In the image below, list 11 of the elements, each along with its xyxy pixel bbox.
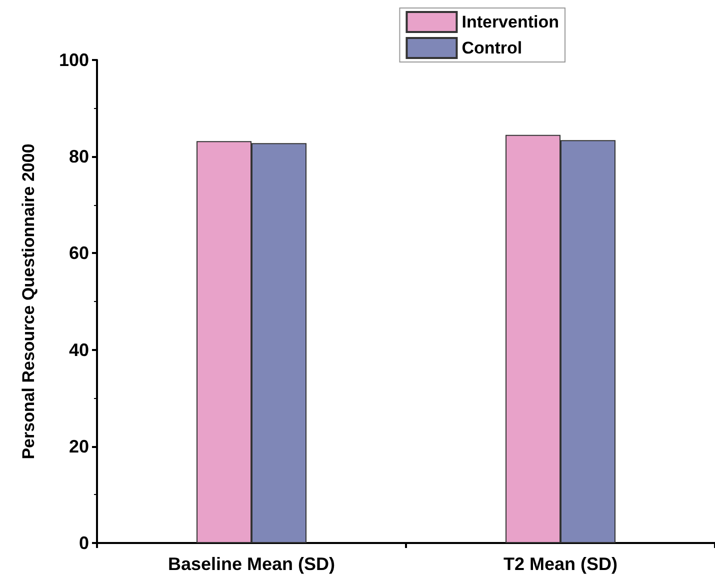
y-tick-label: 40 — [68, 340, 89, 360]
y-tick-label: 60 — [68, 243, 89, 264]
x-tick-label: Baseline Mean (SD) — [168, 554, 336, 574]
x-tick-label: T2 Mean (SD) — [503, 554, 618, 574]
y-axis-title: Personal Resource Questionnaire 2000 — [19, 144, 38, 460]
y-tick-label: 80 — [68, 146, 89, 167]
y-tick-label: 0 — [78, 533, 89, 553]
legend-label: Control — [462, 38, 522, 58]
y-tick-label: 20 — [68, 436, 89, 456]
legend-label: Intervention — [462, 12, 560, 32]
y-tick-label: 100 — [58, 50, 89, 70]
